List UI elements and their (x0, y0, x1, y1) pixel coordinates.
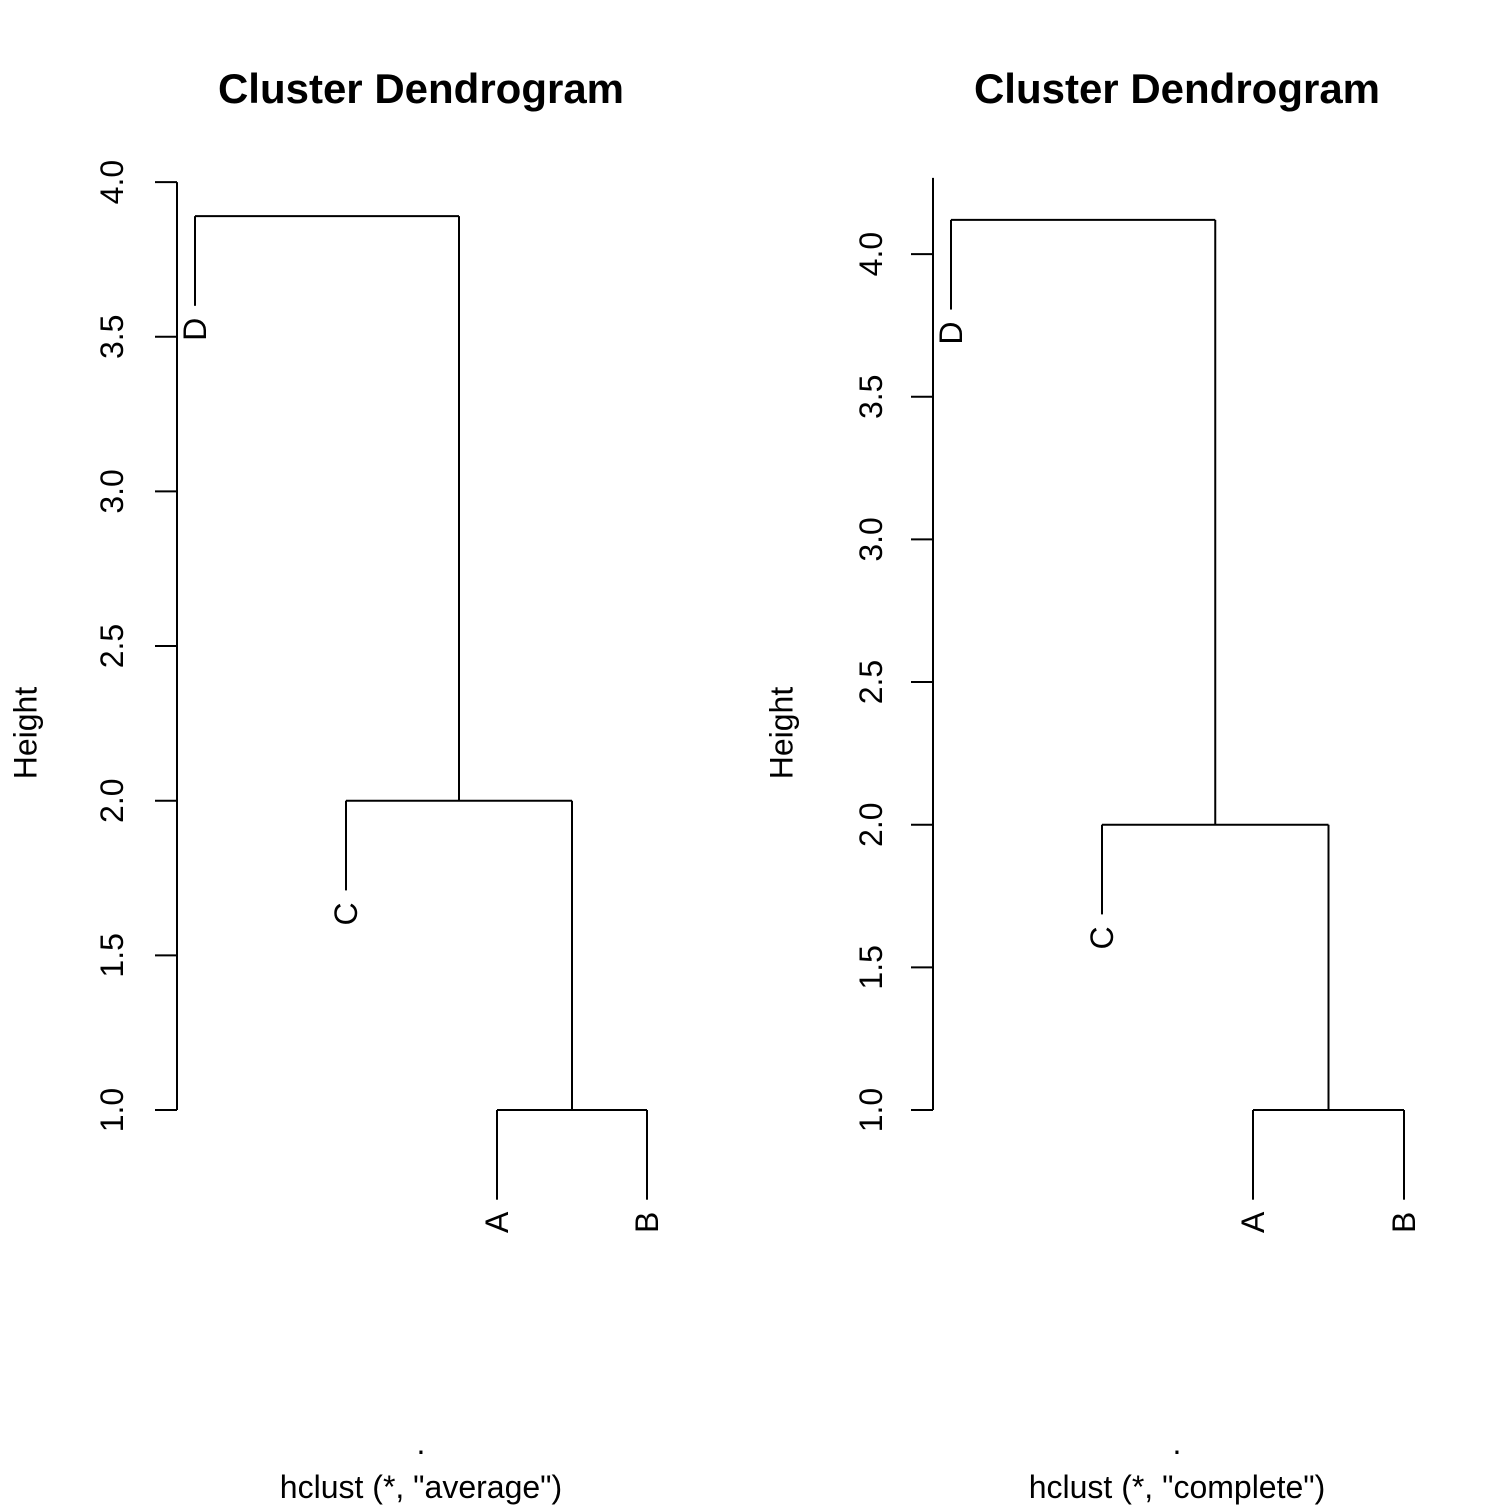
y-tick-label: 1.0 (853, 1088, 889, 1132)
leaf-label-A: A (479, 1211, 515, 1233)
chart-title: Cluster Dendrogram (218, 65, 624, 112)
y-tick-label: 3.0 (853, 517, 889, 561)
x-axis-label: . (1173, 1425, 1182, 1461)
y-axis-label: Height (763, 687, 799, 780)
leaf-label-A: A (1235, 1211, 1271, 1233)
method-subtitle: hclust (*, "average") (280, 1469, 562, 1505)
y-axis-label: Height (7, 687, 43, 780)
y-tick-label: 2.5 (853, 660, 889, 704)
y-tick-label: 1.5 (853, 945, 889, 989)
y-tick-label: 1.5 (94, 933, 130, 977)
leaf-label-C: C (328, 902, 364, 925)
dendrogram-panel-average: Cluster Dendrogram Height. hclust (*, "ave… (7, 65, 665, 1505)
y-tick-label: 3.5 (94, 315, 130, 359)
y-tick-label: 2.0 (94, 778, 130, 822)
y-tick-label: 2.0 (853, 802, 889, 846)
y-tick-label: 4.0 (94, 160, 130, 204)
y-tick-label: 2.5 (94, 624, 130, 668)
dendrogram-panel-complete: Cluster Dendrogram Height. hclust (*, "com… (763, 65, 1422, 1505)
leaf-label-D: D (933, 322, 969, 345)
y-tick-label: 1.0 (94, 1088, 130, 1132)
leaf-label-D: D (177, 318, 213, 341)
method-subtitle: hclust (*, "complete") (1029, 1469, 1326, 1505)
y-tick-label: 3.0 (94, 469, 130, 513)
x-axis-label: . (417, 1425, 426, 1461)
leaf-label-B: B (1386, 1212, 1422, 1233)
chart-title: Cluster Dendrogram (974, 65, 1380, 112)
y-tick-label: 3.5 (853, 375, 889, 419)
y-tick-label: 4.0 (853, 232, 889, 276)
leaf-label-C: C (1084, 926, 1120, 949)
leaf-label-B: B (629, 1212, 665, 1233)
